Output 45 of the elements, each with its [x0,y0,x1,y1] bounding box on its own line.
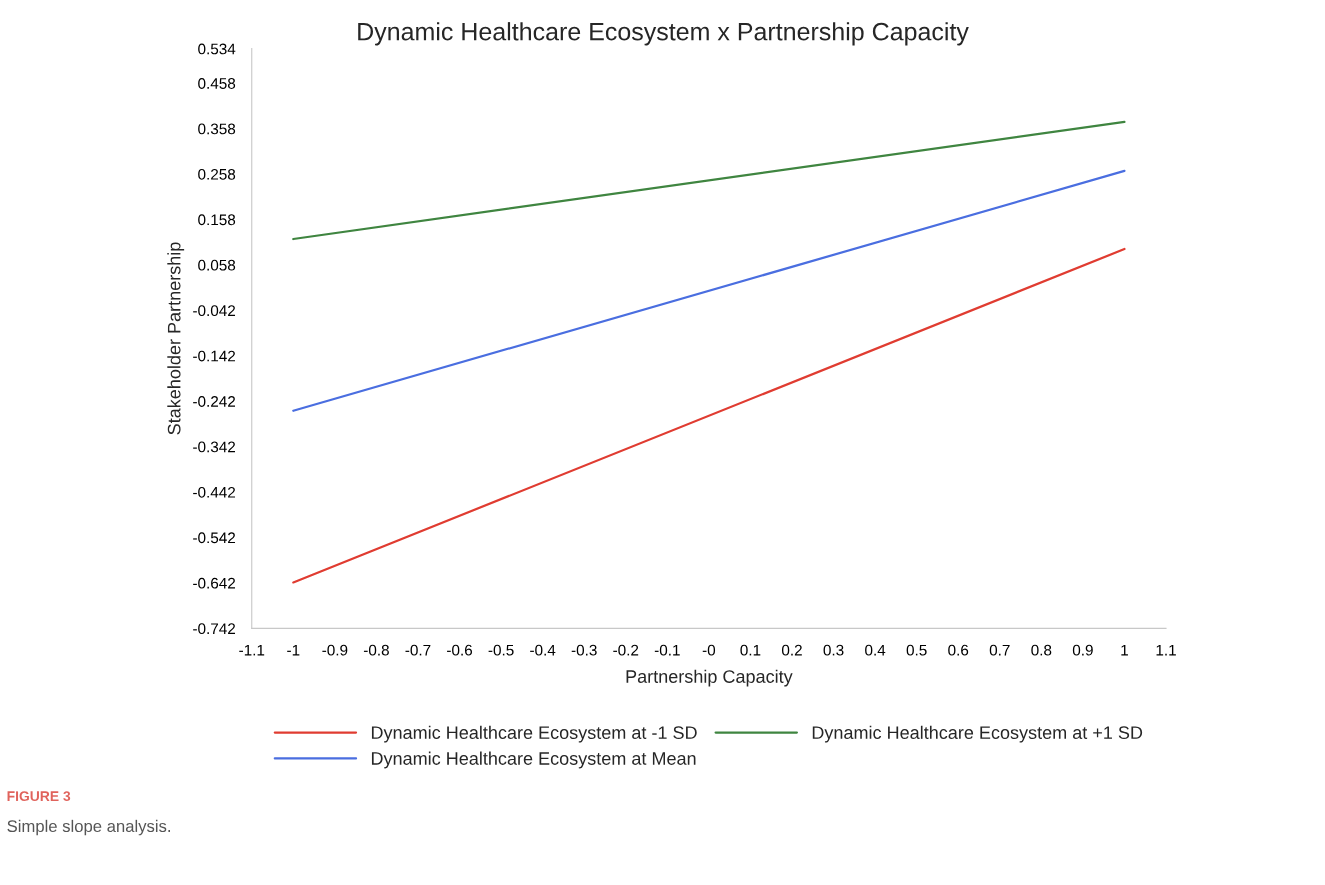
y-tick-label: 0.458 [198,78,236,89]
x-tick-label: -0.8 [363,644,389,656]
x-tick-label: -0 [702,644,716,656]
y-tick-label: 0.258 [198,168,236,180]
x-axis-title: Partnership Capacity [626,669,793,687]
x-tick-label: -0.9 [322,644,348,656]
y-tick-label: -0.642 [193,577,236,589]
y-tick-label: 0.158 [198,214,236,226]
y-tick-label: -0.542 [193,532,236,544]
x-tick-label: 0.6 [948,644,969,656]
x-tick-label: 0.3 [823,644,844,656]
text: Simple slope analysis. [7,819,170,836]
y-tick-label: -0.242 [193,396,236,407]
legend-label: Dynamic Healthcare Ecosystem at -1 SD [371,725,697,743]
x-tick-label: -0.5 [488,644,514,656]
y-tick-label: -0.342 [193,441,236,453]
x-tick-label: -1.1 [239,644,265,656]
x-tick-label: 0.9 [1072,644,1093,656]
x-tick-label: -0.7 [405,644,431,656]
x-tick-label: 0.1 [740,644,761,656]
x-tick-label: -0.1 [654,644,680,656]
x-tick-label: 0.2 [781,644,802,656]
x-tick-label: 0.5 [906,644,927,656]
y-tick-label: 0.058 [198,259,236,271]
y-axis-title: Stakeholder Partnership [167,242,185,435]
y-tick-label: -0.042 [193,305,236,317]
x-tick-label: 0.4 [865,644,886,656]
x-tick-label: 0.8 [1031,644,1052,656]
y-tick-label: 0.358 [198,123,236,135]
x-tick-label: -0.3 [571,644,597,656]
legend-label: Dynamic Healthcare Ecosystem at +1 SD [812,725,1143,743]
y-tick-label: 0.534 [198,43,236,55]
y-tick-label: -0.142 [193,350,236,362]
x-tick-label: 0.7 [989,644,1010,656]
x-tick-label: 1 [1121,644,1128,656]
chart-title: Dynamic Healthcare Ecosystem x Partnership Capacity [358,22,969,46]
x-tick-label: 1.1 [1156,644,1176,656]
caption: FIGURE 3 [7,791,71,802]
x-tick-label: -0.6 [447,644,473,656]
x-tick-label: -0.2 [613,644,639,656]
y-tick-label: -0.442 [193,486,236,498]
x-tick-label: -0.4 [530,644,556,656]
y-tick-label: -0.742 [193,623,236,635]
legend-label: Dynamic Healthcare Ecosystem at Mean [371,751,696,769]
x-tick-label: -1 [287,644,300,656]
